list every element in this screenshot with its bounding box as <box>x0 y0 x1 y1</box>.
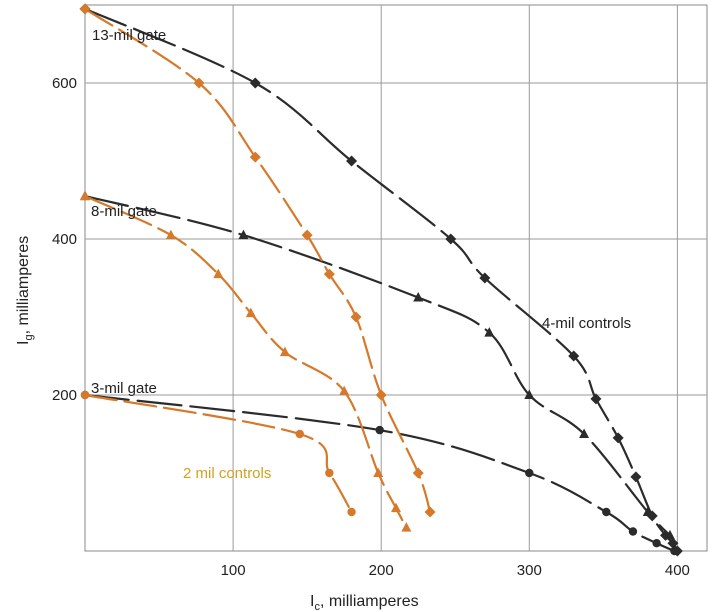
y-tick-label: 600 <box>52 75 77 92</box>
data-point <box>373 467 384 477</box>
data-point <box>664 529 675 540</box>
data-point <box>590 393 602 405</box>
x-tick-label: 300 <box>517 562 542 579</box>
y-tick-label: 200 <box>52 387 77 404</box>
data-point <box>301 229 313 241</box>
series-curve <box>83 393 676 553</box>
data-point <box>602 507 611 517</box>
data-point <box>525 468 534 478</box>
grid-lines <box>84 4 708 552</box>
data-point <box>279 346 290 357</box>
data-point <box>213 268 224 279</box>
data-point <box>245 307 256 318</box>
data-point <box>579 428 590 438</box>
data-point <box>249 151 261 163</box>
data-point <box>375 389 387 401</box>
data-point <box>295 429 304 439</box>
data-point <box>630 471 642 483</box>
data-point <box>79 3 91 15</box>
data-point <box>484 327 495 337</box>
data-point <box>350 311 362 323</box>
data-point <box>401 522 412 532</box>
data-point <box>346 155 358 167</box>
data-point <box>80 390 90 400</box>
data-point <box>642 506 653 516</box>
data-point <box>323 268 335 280</box>
x-tick-label: 400 <box>665 562 690 579</box>
data-point <box>325 468 334 478</box>
data-point <box>80 190 90 201</box>
data-point <box>568 350 580 362</box>
tick-labels: 100 200 300 400 200 400 600 <box>52 75 690 579</box>
data-point <box>391 502 401 513</box>
annotation-13-mil-gate: 13-mil gate <box>92 27 166 44</box>
data-point <box>193 77 205 89</box>
annotation-2-mil-controls: 2 mil controls <box>183 465 271 482</box>
data-point <box>445 233 457 245</box>
series-curve <box>83 393 353 514</box>
data-point <box>412 467 424 479</box>
annotation-4-mil-controls: 4-mil controls <box>542 315 631 332</box>
data-point <box>667 537 679 549</box>
x-tick-label: 100 <box>221 562 246 579</box>
plot-frame <box>84 4 708 552</box>
data-point <box>249 77 261 89</box>
data-point <box>339 385 350 396</box>
data-point <box>612 432 624 444</box>
data-point <box>652 539 661 548</box>
y-axis-label: Ig, milliamperes <box>15 236 35 345</box>
data-points <box>79 3 683 557</box>
annotation-3-mil-gate: 3-mil gate <box>91 380 157 397</box>
data-point <box>479 272 491 284</box>
data-point <box>524 389 535 399</box>
data-point <box>375 425 384 435</box>
x-tick-label: 200 <box>369 562 394 579</box>
data-point <box>347 507 356 517</box>
data-point <box>670 546 679 556</box>
data-point <box>165 229 176 240</box>
x-axis-label: Ic, milliamperes <box>310 593 419 612</box>
data-point <box>628 527 638 536</box>
data-point <box>238 229 249 240</box>
annotation-8-mil-gate: 8-mil gate <box>91 203 157 220</box>
data-point <box>413 292 424 302</box>
y-tick-label: 400 <box>52 231 77 248</box>
data-point <box>424 506 436 518</box>
